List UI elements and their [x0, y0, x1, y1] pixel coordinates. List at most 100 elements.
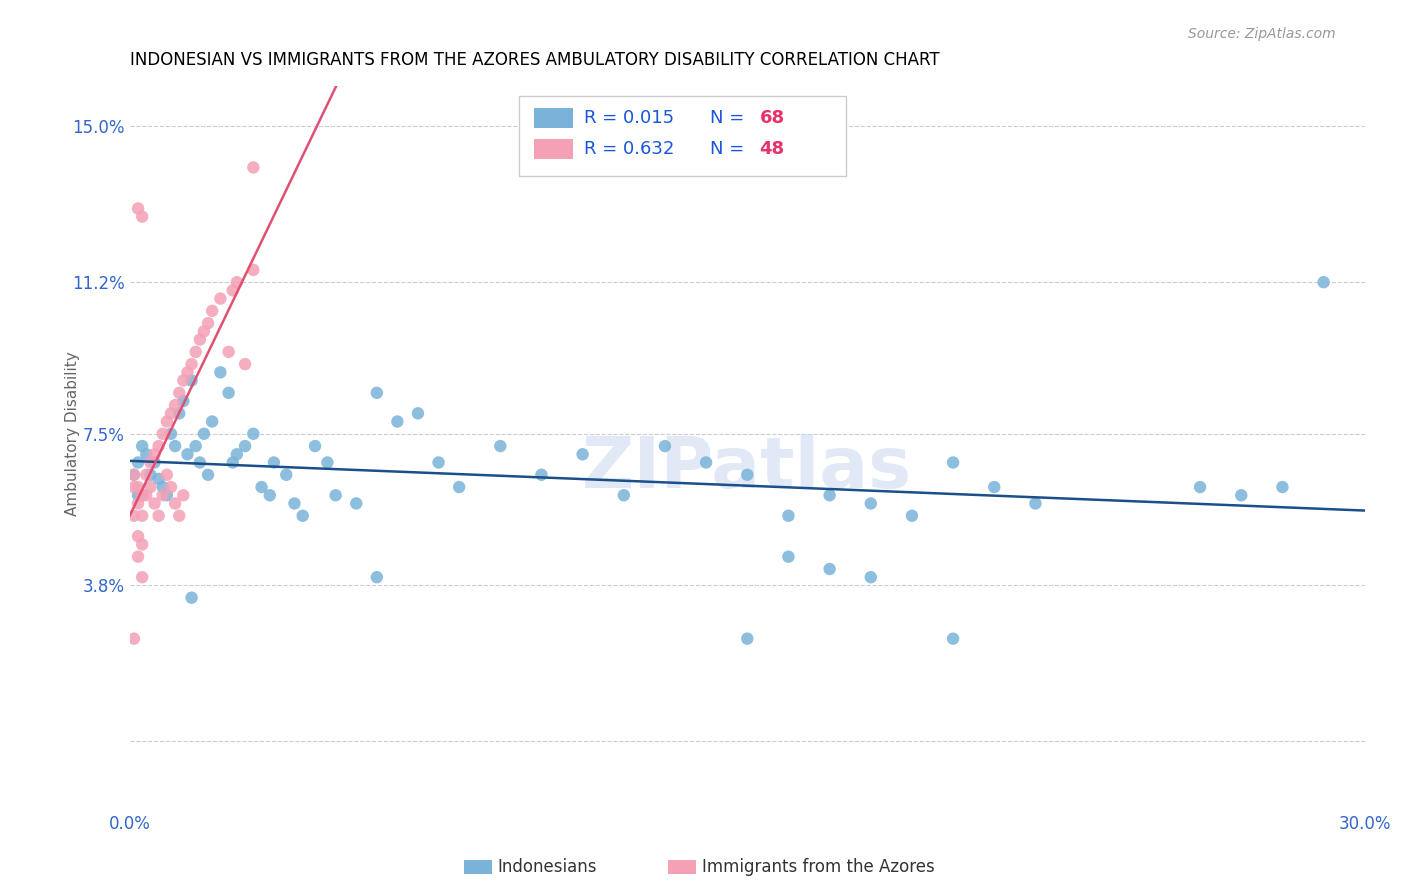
Point — [489, 439, 512, 453]
Point — [176, 365, 198, 379]
Point — [735, 632, 758, 646]
Text: INDONESIAN VS IMMIGRANTS FROM THE AZORES AMBULATORY DISABILITY CORRELATION CHART: INDONESIAN VS IMMIGRANTS FROM THE AZORES… — [129, 51, 939, 69]
Point — [283, 496, 305, 510]
Point — [222, 284, 245, 298]
Point — [131, 439, 153, 453]
Point — [197, 467, 219, 482]
Point — [184, 439, 207, 453]
Point — [127, 496, 149, 510]
Point — [165, 439, 187, 453]
Point — [242, 426, 264, 441]
Text: N =: N = — [710, 109, 751, 128]
Point — [366, 570, 388, 584]
FancyBboxPatch shape — [519, 96, 846, 176]
Point — [201, 304, 224, 318]
Point — [818, 562, 841, 576]
Point — [139, 480, 162, 494]
Point — [148, 439, 170, 453]
Point — [148, 508, 170, 523]
Text: ZIPatlas: ZIPatlas — [582, 434, 912, 503]
Point — [152, 426, 174, 441]
Point — [122, 508, 145, 523]
Point — [167, 508, 190, 523]
Point — [250, 480, 273, 494]
Text: 48: 48 — [759, 140, 785, 158]
Point — [449, 480, 471, 494]
Point — [165, 496, 187, 510]
Point — [613, 488, 636, 502]
Point — [225, 447, 247, 461]
Point — [127, 455, 149, 469]
Point — [143, 447, 166, 461]
Point — [197, 316, 219, 330]
Point — [263, 455, 285, 469]
Point — [167, 385, 190, 400]
Point — [172, 394, 194, 409]
Point — [131, 537, 153, 551]
Point — [695, 455, 717, 469]
Point — [259, 488, 281, 502]
Point — [1312, 275, 1334, 289]
Point — [127, 549, 149, 564]
FancyBboxPatch shape — [534, 109, 574, 128]
Point — [180, 357, 202, 371]
Point — [387, 415, 409, 429]
Point — [304, 439, 326, 453]
Point — [127, 480, 149, 494]
Point — [122, 467, 145, 482]
Text: Source: ZipAtlas.com: Source: ZipAtlas.com — [1188, 27, 1336, 41]
Point — [242, 263, 264, 277]
Text: 0.0%: 0.0% — [108, 815, 150, 833]
Point — [344, 496, 367, 510]
Point — [942, 632, 965, 646]
Point — [778, 549, 800, 564]
Point — [188, 455, 211, 469]
Point — [242, 161, 264, 175]
Point — [222, 455, 245, 469]
Point — [218, 344, 240, 359]
Point — [165, 398, 187, 412]
Point — [156, 488, 179, 502]
Point — [172, 488, 194, 502]
Point — [167, 406, 190, 420]
Point — [778, 508, 800, 523]
Point — [193, 324, 215, 338]
Point — [131, 508, 153, 523]
Point — [176, 447, 198, 461]
Point — [135, 467, 157, 482]
Y-axis label: Ambulatory Disability: Ambulatory Disability — [66, 351, 80, 516]
Point — [188, 333, 211, 347]
Point — [225, 275, 247, 289]
Point — [180, 591, 202, 605]
Point — [209, 365, 232, 379]
Point — [172, 374, 194, 388]
Point — [122, 632, 145, 646]
Point — [325, 488, 347, 502]
Point — [571, 447, 593, 461]
Point — [160, 426, 183, 441]
Point — [1024, 496, 1046, 510]
Point — [233, 439, 256, 453]
Point — [139, 455, 162, 469]
Point — [366, 385, 388, 400]
Point — [218, 385, 240, 400]
Point — [201, 415, 224, 429]
Point — [127, 529, 149, 543]
Point — [139, 467, 162, 482]
Point — [148, 472, 170, 486]
Point — [131, 210, 153, 224]
Point — [859, 496, 882, 510]
Point — [156, 415, 179, 429]
Point — [316, 455, 339, 469]
Text: N =: N = — [710, 140, 751, 158]
Point — [131, 488, 153, 502]
Text: Indonesians: Indonesians — [498, 858, 598, 876]
Point — [135, 447, 157, 461]
Point — [143, 496, 166, 510]
Point — [193, 426, 215, 441]
Point — [160, 480, 183, 494]
Text: 68: 68 — [759, 109, 785, 128]
Point — [406, 406, 429, 420]
Point — [127, 488, 149, 502]
Text: R = 0.632: R = 0.632 — [585, 140, 675, 158]
